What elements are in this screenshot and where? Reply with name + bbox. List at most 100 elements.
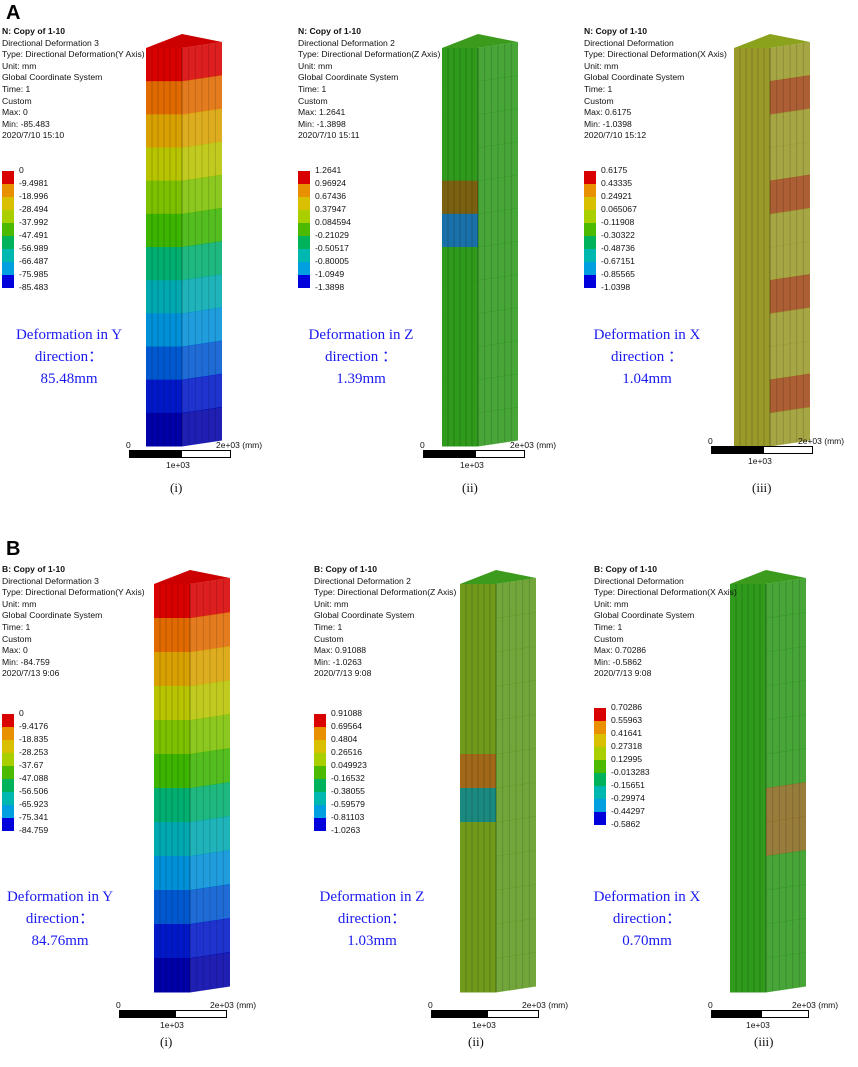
column-right-face-segment	[182, 307, 222, 347]
header-line: Global Coordinate System	[594, 610, 695, 621]
scale-start: 0	[708, 1000, 713, 1010]
caption-value: 85.48mm	[40, 371, 98, 387]
column-left-face-segment	[154, 754, 190, 789]
header-line: Global Coordinate System	[2, 610, 103, 621]
deformation-caption: Deformation in Y direction： 84.76mm	[0, 886, 120, 952]
column-top-face	[442, 34, 518, 48]
legend-swatch	[594, 812, 606, 825]
column-left-face-segment	[734, 313, 770, 347]
caption-line: Deformation in Z	[308, 327, 414, 343]
legend-label: 0.4804	[331, 734, 358, 744]
legend-label: 0.065067	[601, 204, 637, 214]
column-right-face-segment	[478, 75, 518, 115]
header-line: Global Coordinate System	[298, 72, 399, 83]
column-left-face-segment	[442, 213, 478, 248]
panel-a-y-deformation: N: Copy of 1-10 Directional Deformation …	[0, 0, 286, 529]
legend-swatch	[594, 799, 606, 812]
column-left-face-segment	[442, 346, 478, 381]
caption-value: 0.70mm	[622, 933, 672, 949]
legend-swatch	[298, 262, 310, 275]
header-line: Time: 1	[584, 83, 613, 94]
legend-swatch	[594, 747, 606, 760]
legend-label: 1.2641	[315, 165, 342, 175]
legend-swatch	[2, 727, 14, 740]
header-line: Unit: mm	[584, 60, 619, 71]
header-line: Type: Directional Deformation(Y Axis)	[2, 587, 145, 598]
column-right-face-segment	[190, 884, 230, 925]
column-model	[734, 34, 810, 447]
column-right-face-segment	[478, 406, 518, 447]
legend-label: -1.0949	[315, 269, 345, 279]
header-line: Time: 1	[314, 621, 343, 632]
legend-swatch	[314, 740, 326, 753]
column-model	[146, 34, 222, 447]
legend-swatch	[584, 184, 596, 197]
legend-label: 0.049923	[331, 760, 367, 770]
column-left-face-segment	[146, 412, 182, 447]
header-line: Directional Deformation 2	[314, 575, 411, 586]
legend-swatch	[2, 236, 14, 249]
scale-end: 2e+03 (mm)	[510, 440, 557, 450]
column-left-face-segment	[734, 114, 770, 148]
column-right-face-segment	[190, 646, 230, 687]
column-right-face-segment	[190, 782, 230, 823]
legend-label: 0.37947	[315, 204, 347, 214]
caption-line: Deformation in Y	[15, 327, 123, 343]
column-right-face-segment	[496, 884, 536, 925]
header-title: N: Copy of 1-10	[298, 26, 362, 36]
legend-label: -18.996	[19, 191, 49, 201]
legend-label: 0.41641	[611, 728, 643, 738]
legend-label: 0.12995	[611, 754, 643, 764]
legend-swatch	[298, 210, 310, 223]
header-line: Custom	[2, 633, 32, 644]
column-right-face-segment	[182, 406, 222, 447]
column-right-face-segment	[766, 782, 806, 823]
header-line: Time: 1	[2, 83, 31, 94]
column-left-face-segment	[734, 412, 770, 447]
column-right-face-segment	[478, 108, 518, 148]
header-line: Time: 1	[594, 621, 623, 632]
column-top-face	[154, 570, 230, 584]
header-title: B: Copy of 1-10	[594, 564, 658, 574]
legend-swatch	[2, 805, 14, 818]
column-left-face-segment	[460, 958, 496, 993]
legend-swatch	[2, 249, 14, 262]
legend-swatch	[314, 753, 326, 766]
column-right-face-segment	[770, 406, 810, 447]
legend-label: -0.85565	[601, 269, 635, 279]
column-right-face-segment	[478, 241, 518, 281]
legend-label: 0	[19, 708, 24, 718]
header-line: Directional Deformation	[594, 575, 684, 586]
column-left-face-segment	[146, 114, 182, 148]
header-line: Directional Deformation 3	[2, 575, 99, 586]
legend-swatch	[314, 714, 326, 727]
legend-swatch	[584, 249, 596, 262]
caption-line: direction：	[612, 911, 682, 927]
legend-label: -37.992	[19, 217, 49, 227]
legend-label: -0.50517	[315, 243, 349, 253]
panel-b-y-deformation: B: Copy of 1-10 Directional Deformation …	[0, 538, 286, 1067]
legend-label: -85.483	[19, 282, 49, 292]
header-line: Unit: mm	[314, 598, 349, 609]
column-right-face-segment	[766, 884, 806, 925]
legend-swatch	[2, 714, 14, 727]
header-line: Type: Directional Deformation(Y Axis)	[2, 49, 145, 60]
column-left-face-segment	[154, 584, 190, 619]
column-left-face-segment	[442, 379, 478, 414]
legend-swatch	[298, 197, 310, 210]
header-min: Min: -1.0263	[314, 656, 362, 667]
legend-label: 0.6175	[601, 165, 628, 175]
header-title: N: Copy of 1-10	[2, 26, 66, 36]
scale-middle: 1e+03	[160, 1020, 184, 1030]
legend-label: -0.15651	[611, 780, 645, 790]
scale-bar: 0 2e+03 (mm) 1e+03	[426, 1000, 598, 1030]
legend-label: -9.4981	[19, 178, 49, 188]
column-right-face-segment	[766, 850, 806, 891]
scale-middle: 1e+03	[166, 460, 190, 470]
column-right-face-segment	[766, 748, 806, 789]
legend-label: -18.835	[19, 734, 49, 744]
scale-black-segment	[431, 1010, 487, 1018]
column-left-face-segment	[146, 48, 182, 82]
header-max: Max: 0.70286	[594, 645, 647, 656]
panel-a-x-deformation: N: Copy of 1-10 Directional Deformation …	[582, 0, 858, 529]
